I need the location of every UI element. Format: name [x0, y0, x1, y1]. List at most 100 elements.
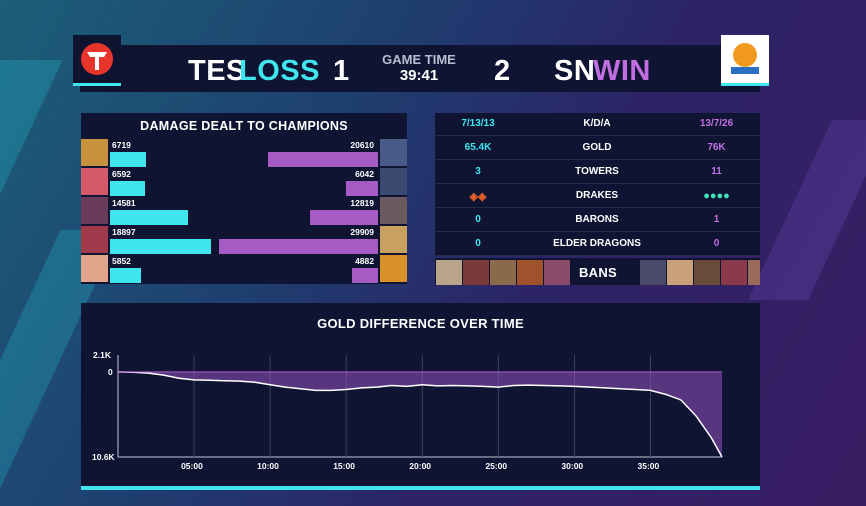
right-team-score: 2 [494, 55, 511, 87]
gold-difference-area [118, 371, 722, 457]
stat-right-value: 0 [713, 238, 720, 249]
left-team-score: 1 [333, 55, 350, 87]
damage-value-blue: 6719 [112, 140, 131, 150]
x-tick-label: 05:00 [181, 461, 203, 471]
x-tick-label: 10:00 [257, 461, 279, 471]
champion-portrait-purple [380, 168, 407, 195]
champion-portrait-blue [81, 255, 108, 282]
score-header [80, 45, 760, 92]
y-tick-zero: 0 [108, 367, 113, 377]
drake-ocean-icon: ●●●● [703, 190, 730, 202]
right-team-name: SN [554, 55, 596, 87]
champion-portrait-purple [380, 139, 407, 166]
damage-row: 6719 20610 [81, 139, 407, 167]
damage-row: 6592 6042 [81, 168, 407, 196]
x-tick-label: 20:00 [409, 461, 432, 471]
damage-title: DAMAGE DEALT TO CHAMPIONS [140, 119, 348, 133]
damage-bar-blue [110, 210, 188, 225]
stat-left-value: 3 [475, 166, 481, 177]
champion-portrait-blue [81, 139, 108, 166]
champion-portrait-purple [380, 226, 407, 253]
damage-value-purple: 29909 [350, 227, 374, 237]
damage-value-purple: 4882 [355, 256, 374, 266]
banned-champion-portrait [667, 260, 693, 285]
y-tick-top: 2.1K [93, 350, 111, 360]
damage-value-blue: 5852 [112, 256, 131, 266]
drake-infernal-icon: ◈◈ [469, 191, 487, 203]
damage-bar-purple [345, 181, 378, 196]
game-time-value: 39:41 [399, 67, 439, 84]
banned-champion-portrait [517, 260, 543, 285]
stat-left-value: 65.4K [464, 142, 492, 153]
damage-row: 5852 4882 [81, 255, 407, 283]
gold-difference-line [117, 371, 723, 458]
damage-value-purple: 6042 [355, 169, 374, 179]
stat-row: 65.4K GOLD 76K [435, 137, 760, 160]
damage-bar-purple [309, 210, 378, 225]
stat-right-value: 13/7/26 [699, 118, 734, 129]
game-time-label: GAME TIME [382, 52, 456, 67]
x-tick-label: 35:00 [637, 461, 660, 471]
champion-portrait-purple [380, 197, 407, 224]
damage-bar-blue [110, 239, 211, 254]
damage-value-blue: 6592 [112, 169, 131, 179]
banned-champion-portrait [748, 260, 760, 285]
stat-row: 0 ELDER DRAGONS 0 [435, 233, 760, 256]
stat-row: 7/13/13 K/D/A 13/7/26 [435, 113, 760, 136]
banned-champion-portrait [721, 260, 747, 285]
stat-row: ◈◈ DRAKES ●●●● [435, 185, 760, 208]
stat-right-value: 11 [711, 166, 722, 177]
damage-row: 14581 12819 [81, 197, 407, 225]
left-team-name: TES [188, 55, 246, 87]
x-tick-label: 15:00 [333, 461, 355, 471]
stat-right-value: ●●●● [673, 190, 760, 202]
damage-bar-blue [110, 268, 142, 283]
left-team-result: LOSS [239, 55, 320, 87]
y-tick-bottom: 10.6K [92, 452, 115, 462]
damage-bar-purple [351, 268, 378, 283]
chart-axes [117, 355, 722, 458]
stat-row: 0 BARONS 1 [435, 209, 760, 232]
sn-logo [721, 35, 769, 86]
damage-value-purple: 20610 [350, 140, 374, 150]
stat-label: BARONS [575, 214, 619, 225]
damage-panel [81, 113, 407, 284]
banned-champion-portrait [640, 260, 666, 285]
stat-left-value: 0 [475, 238, 481, 249]
stat-label: ELDER DRAGONS [553, 238, 641, 249]
champion-portrait-purple [380, 255, 407, 282]
champion-portrait-blue [81, 197, 108, 224]
damage-bar-blue [110, 152, 146, 167]
stat-label: K/D/A [583, 118, 611, 129]
banned-champion-portrait [463, 260, 489, 285]
stat-label: TOWERS [575, 166, 619, 177]
damage-bar-purple [218, 239, 378, 254]
champion-portrait-blue [81, 168, 108, 195]
bottom-accent [81, 486, 760, 490]
tes-logo [73, 35, 121, 86]
stat-label: DRAKES [575, 190, 619, 201]
x-tick-label: 25:00 [485, 461, 508, 471]
stat-label: GOLD [582, 142, 612, 153]
stat-right-value: 76K [707, 142, 726, 153]
gold-chart-title: GOLD DIFFERENCE OVER TIME [317, 316, 524, 331]
banned-champion-portrait [490, 260, 516, 285]
damage-row: 18897 29909 [81, 226, 407, 254]
stat-right-value: 1 [713, 214, 720, 225]
banned-champion-portrait [694, 260, 720, 285]
damage-value-blue: 14581 [112, 198, 136, 208]
champion-portrait-blue [81, 226, 108, 253]
banned-champion-portrait [544, 260, 570, 285]
damage-value-purple: 12819 [350, 198, 374, 208]
banned-champion-portrait [436, 260, 462, 285]
stat-left-value: ◈◈ [435, 190, 521, 203]
damage-bar-purple [268, 152, 378, 167]
damage-value-blue: 18897 [112, 227, 136, 237]
stat-left-value: 0 [475, 214, 481, 225]
damage-bar-blue [110, 181, 146, 196]
x-tick-label: 30:00 [561, 461, 584, 471]
right-team-result: WIN [593, 55, 651, 87]
bans-label: BANS [578, 265, 618, 280]
stat-row: 3 TOWERS 11 [435, 161, 760, 184]
